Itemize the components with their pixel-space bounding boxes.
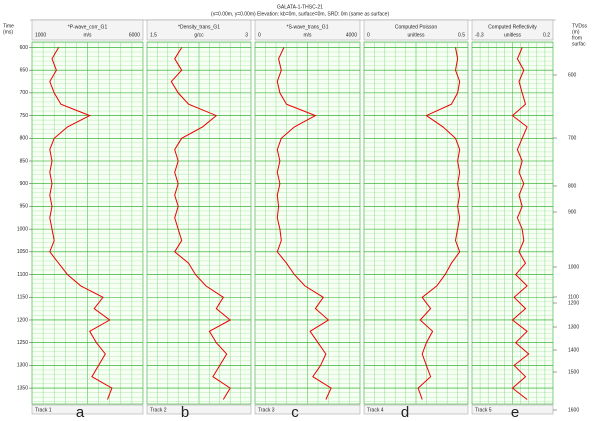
time-tick-label: 1050	[17, 249, 28, 255]
depth-tick-label: 1400	[568, 347, 579, 353]
time-tick-label: 650	[20, 67, 29, 73]
track-header	[31, 19, 144, 41]
log-curve	[511, 47, 530, 400]
track-name: Computed Reflectivity	[488, 24, 537, 30]
track-footer-label: Track 3	[258, 407, 275, 413]
time-tick-label: 600	[20, 45, 29, 51]
track-unit: g/cc	[194, 32, 204, 38]
track-max: 0.2	[543, 32, 550, 38]
depth-tick-label: 1300	[568, 324, 579, 330]
track-name: *Density_trans_G1	[178, 24, 220, 30]
track-name: *S-wave_trans_G1	[287, 24, 329, 30]
time-axis-label: (ms)	[3, 29, 13, 35]
track-unit: unitless	[408, 32, 425, 38]
track-name: *P-wave_corr_G1	[68, 24, 108, 30]
log-curve	[170, 47, 232, 400]
track-footer	[146, 404, 252, 415]
track-footer	[254, 404, 361, 415]
depth-axis-label: TVDss	[572, 23, 588, 29]
well-subtitle: (x=0.00m, y=0.00m) Elevation: kb=0m, sur…	[211, 11, 389, 17]
track-header	[254, 19, 361, 41]
track-footer	[31, 404, 144, 415]
log-curve	[276, 47, 332, 400]
log-curve	[417, 47, 461, 400]
depth-tick-label: 900	[568, 209, 577, 215]
track-footer	[471, 404, 554, 415]
track-footer	[363, 404, 469, 415]
time-tick-label: 850	[20, 158, 29, 164]
time-tick-label: 1250	[17, 340, 28, 346]
track-unit: m/s	[83, 32, 92, 38]
track-letter: a	[76, 404, 85, 421]
depth-axis-label: surfac	[572, 41, 586, 47]
track-footer-label: Track 5	[475, 407, 492, 413]
well-title: GALATA-1-THSC-21	[277, 4, 323, 10]
track-header	[146, 19, 252, 41]
track-min: 1.5	[150, 32, 157, 38]
time-tick-label: 750	[20, 113, 29, 119]
track-letter: e	[511, 404, 519, 421]
track-max: 3	[245, 32, 248, 38]
depth-tick-label: 1500	[568, 369, 579, 375]
time-tick-label: 1000	[17, 226, 28, 232]
track-min: 0	[258, 32, 261, 38]
depth-tick-label: 700	[568, 135, 577, 141]
time-tick-label: 1300	[17, 363, 28, 369]
track-footer-label: Track 1	[35, 407, 52, 413]
depth-tick-label: 1000	[568, 264, 579, 270]
depth-axis-label: (m)	[572, 29, 580, 35]
depth-tick-label: 800	[568, 183, 577, 189]
depth-tick-label: 1600	[568, 407, 579, 413]
track-min: 0	[367, 32, 370, 38]
track-header	[363, 19, 469, 41]
time-tick-label: 1100	[17, 272, 28, 278]
track-max: 6000	[129, 32, 140, 38]
time-tick-label: 1350	[17, 385, 28, 391]
track-footer-label: Track 4	[367, 407, 384, 413]
depth-axis-label: from	[572, 35, 582, 41]
track-letter: c	[291, 404, 299, 421]
time-axis-label: Time	[3, 23, 14, 29]
track-letter: b	[181, 404, 189, 421]
track-max: 4000	[346, 32, 357, 38]
track-letter: d	[401, 404, 409, 421]
time-tick-label: 950	[20, 204, 29, 210]
track-name: Computed Poisson	[395, 24, 437, 30]
track-min: 1000	[35, 32, 46, 38]
track-max: 0.5	[458, 32, 465, 38]
time-tick-label: 1150	[17, 295, 28, 301]
track-min: -0.3	[475, 32, 484, 38]
time-tick-label: 800	[20, 136, 29, 142]
depth-tick-label: 1200	[568, 300, 579, 306]
track-header	[471, 19, 554, 41]
time-tick-label: 700	[20, 90, 29, 96]
track-unit: m/s	[303, 32, 312, 38]
depth-tick-label: 600	[568, 72, 577, 78]
log-curve	[49, 47, 113, 400]
time-tick-label: 900	[20, 181, 29, 187]
depth-tick-label: 1100	[568, 294, 579, 300]
time-tick-label: 1200	[17, 317, 28, 323]
track-unit: unitless	[504, 32, 521, 38]
track-footer-label: Track 2	[150, 407, 167, 413]
